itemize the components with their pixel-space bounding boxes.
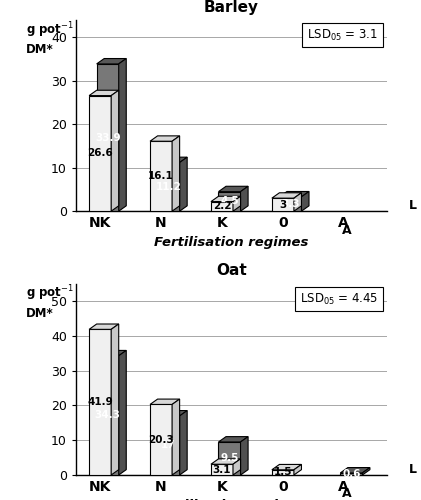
X-axis label: Fertilisation regimes: Fertilisation regimes	[155, 236, 309, 248]
Text: 0.6: 0.6	[342, 469, 361, 479]
Text: L: L	[409, 199, 417, 212]
Text: 34.3: 34.3	[95, 410, 121, 420]
Polygon shape	[280, 192, 309, 197]
Bar	[218, 192, 240, 211]
Polygon shape	[157, 410, 187, 416]
Polygon shape	[233, 196, 240, 211]
Bar	[272, 198, 294, 211]
Title: Oat: Oat	[216, 264, 247, 278]
Polygon shape	[172, 399, 180, 475]
Text: 9.5: 9.5	[220, 454, 239, 464]
Polygon shape	[111, 324, 119, 475]
Polygon shape	[294, 464, 301, 475]
Polygon shape	[119, 350, 126, 475]
Text: 41.9: 41.9	[87, 397, 113, 407]
Text: A: A	[342, 488, 352, 500]
Polygon shape	[218, 436, 248, 442]
Polygon shape	[272, 464, 301, 470]
Text: g pot$^{-1}$: g pot$^{-1}$	[26, 284, 74, 304]
Polygon shape	[240, 436, 248, 475]
Bar	[211, 202, 233, 211]
Polygon shape	[211, 196, 240, 202]
Polygon shape	[240, 186, 248, 211]
Bar	[280, 197, 301, 211]
Bar	[150, 404, 172, 475]
Polygon shape	[119, 58, 126, 211]
Polygon shape	[180, 157, 187, 211]
Polygon shape	[180, 410, 187, 475]
Bar	[89, 96, 111, 211]
Text: 20.3: 20.3	[148, 434, 174, 444]
Polygon shape	[111, 90, 119, 211]
Text: 3.3: 3.3	[281, 199, 300, 209]
Text: 33.9: 33.9	[95, 132, 120, 142]
Polygon shape	[97, 58, 126, 64]
Polygon shape	[294, 193, 301, 211]
Polygon shape	[301, 192, 309, 211]
Text: LSD$_{05}$ = 4.45: LSD$_{05}$ = 4.45	[300, 292, 378, 306]
Bar	[272, 470, 294, 475]
Text: DM*: DM*	[26, 307, 54, 320]
Text: 3.1: 3.1	[213, 464, 231, 474]
Bar	[97, 64, 119, 211]
Bar	[89, 330, 111, 475]
Text: A: A	[342, 224, 352, 236]
Polygon shape	[172, 136, 180, 211]
Polygon shape	[97, 350, 126, 356]
Text: 3: 3	[279, 200, 287, 209]
Bar	[157, 162, 180, 211]
Text: 26.6: 26.6	[87, 148, 113, 158]
Text: L: L	[409, 463, 417, 476]
Text: g pot$^{-1}$: g pot$^{-1}$	[26, 20, 74, 40]
Text: 4.5: 4.5	[220, 196, 239, 206]
Title: Barley: Barley	[204, 0, 259, 14]
Polygon shape	[340, 468, 370, 473]
Polygon shape	[211, 459, 240, 464]
Polygon shape	[233, 459, 240, 475]
Polygon shape	[272, 193, 301, 198]
Polygon shape	[362, 468, 370, 475]
Text: 1.5: 1.5	[274, 468, 292, 477]
Bar	[157, 416, 180, 475]
Text: 16.1: 16.1	[148, 171, 174, 181]
Polygon shape	[89, 90, 119, 96]
Polygon shape	[218, 186, 248, 192]
Text: 11.2: 11.2	[156, 182, 181, 192]
Text: DM*: DM*	[26, 43, 54, 56]
Polygon shape	[157, 157, 187, 162]
Bar	[211, 464, 233, 475]
Polygon shape	[89, 324, 119, 330]
Text: LSD$_{05}$ = 3.1: LSD$_{05}$ = 3.1	[307, 28, 378, 42]
Bar	[340, 473, 362, 475]
Polygon shape	[150, 399, 180, 404]
Bar	[97, 356, 119, 475]
Bar	[218, 442, 240, 475]
Bar	[150, 141, 172, 211]
Text: 2.2: 2.2	[213, 202, 231, 211]
Text: 17: 17	[161, 440, 176, 450]
Polygon shape	[150, 136, 180, 141]
